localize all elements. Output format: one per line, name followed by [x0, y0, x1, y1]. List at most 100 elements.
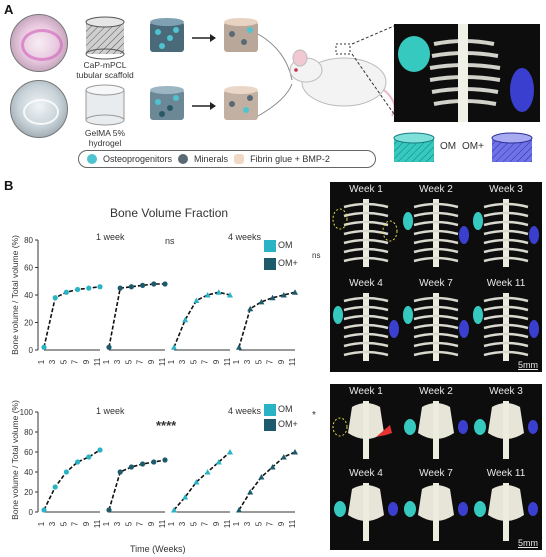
panel-a-letter: A — [4, 2, 14, 17]
x-tick-label: 1 — [37, 521, 46, 526]
data-point — [117, 469, 123, 475]
x-tick-label: 5 — [124, 521, 133, 526]
ylabel-bottom: Bone volume / Total volume (%) — [10, 400, 20, 520]
osteoprogenitor-swatch — [87, 154, 97, 164]
week-label: Week 1 — [349, 386, 383, 397]
data-point — [97, 284, 103, 290]
x-tick-label: 5 — [124, 359, 133, 364]
x-tick-label: 1 — [232, 521, 241, 526]
x-tick-label: 7 — [201, 521, 210, 526]
ct-scan-cell: Week 4 — [332, 278, 400, 368]
trend-line — [43, 449, 101, 511]
y-tick-label: 0 — [29, 508, 34, 517]
process-row-hydrogel — [150, 86, 258, 120]
week-label: Week 7 — [419, 278, 453, 289]
data-point — [151, 281, 157, 287]
ct-scan-cell: Week 4 — [332, 468, 400, 546]
data-point — [140, 282, 146, 288]
x-tick-label: 3 — [178, 359, 187, 364]
x-tick-label: 7 — [136, 521, 145, 526]
data-point — [247, 489, 254, 495]
x-tick-label: 1 — [102, 521, 111, 526]
data-point — [227, 449, 233, 455]
y-tick-label: 40 — [24, 468, 33, 477]
data-point — [204, 469, 211, 475]
ct-scan-cell: Week 1 — [332, 184, 400, 274]
ct-top-scale: 5mm — [518, 360, 538, 370]
x-tick-label: 11 — [158, 519, 167, 528]
data-point — [162, 281, 168, 287]
data-point — [52, 295, 58, 301]
ct-scan-cell: Week 7 — [402, 468, 470, 546]
week-label: Week 2 — [419, 184, 453, 195]
trend-line — [173, 291, 231, 348]
data-point — [247, 305, 254, 312]
data-point — [227, 292, 233, 298]
x-tick-label: 7 — [201, 359, 210, 364]
data-point — [215, 289, 222, 295]
mouse-illustration — [289, 43, 396, 117]
bottom-sig-om: * — [312, 410, 316, 421]
x-tick-label: 11 — [223, 357, 232, 366]
x-tick-label: 11 — [93, 357, 102, 366]
pelvis-scan-image — [404, 483, 468, 541]
trend-line — [108, 283, 165, 348]
data-point — [52, 484, 58, 490]
y-tick-label: 60 — [24, 448, 33, 457]
legend-minerals: Minerals — [194, 154, 229, 164]
pelvis-scan-image — [474, 401, 538, 459]
pelvis-scan-image — [332, 401, 392, 459]
xlabel: Time (Weeks) — [130, 544, 186, 554]
data-point — [128, 464, 134, 470]
x-tick-label: 1 — [102, 359, 111, 364]
week-label: Week 11 — [486, 468, 526, 479]
x-tick-label: 5 — [254, 521, 263, 526]
spine-scan-image — [403, 199, 469, 267]
x-tick-label: 9 — [212, 359, 221, 364]
x-tick-label: 3 — [113, 521, 122, 526]
ct-grid-top: Week 1 Week 2 Week 3 Week 4 Week 7 Week 11 5m… — [330, 182, 542, 372]
y-tick-label: 100 — [20, 408, 34, 417]
y-tick-label: 80 — [24, 236, 33, 245]
x-tick-label: 9 — [147, 521, 156, 526]
top-om-swatch — [264, 240, 276, 252]
x-tick-label: 7 — [71, 521, 80, 526]
bottom-omplus-swatch — [264, 419, 276, 431]
spine-scan-image — [403, 293, 469, 361]
data-point — [63, 469, 69, 475]
data-point — [269, 294, 276, 301]
top-omplus-swatch — [264, 258, 276, 270]
bottom-sig-groups: **** — [156, 418, 177, 433]
y-tick-label: 20 — [24, 488, 33, 497]
week-label: Week 3 — [489, 386, 523, 397]
data-point — [75, 459, 81, 465]
scaffold-photo — [10, 14, 68, 72]
x-tick-label: 11 — [93, 519, 102, 528]
x-tick-label: 1 — [167, 521, 176, 526]
data-point — [140, 461, 146, 467]
fibrin-swatch — [234, 154, 245, 164]
ct-scan-cell: Week 11 — [472, 278, 540, 368]
legend-osteoprogenitors: Osteoprogenitors — [103, 154, 173, 164]
minerals-swatch — [178, 154, 189, 164]
data-point — [75, 286, 81, 293]
x-tick-label: 7 — [71, 359, 80, 364]
top-legend-omplus: OM+ — [278, 258, 298, 268]
x-tick-label: 11 — [288, 357, 297, 366]
ct-scan-cell: Week 3 — [472, 184, 540, 274]
week-label: Week 7 — [419, 468, 453, 479]
data-point — [236, 507, 242, 513]
data-point — [236, 344, 242, 350]
x-tick-label: 9 — [277, 521, 286, 526]
spine-scan-image — [473, 293, 539, 361]
hydrogel-label: GelMA 5% hydrogel — [84, 128, 126, 148]
data-point — [106, 344, 112, 350]
zoom-lines — [351, 25, 395, 115]
data-point — [280, 292, 287, 298]
spine-scan-image — [333, 293, 399, 361]
top-4weeks-label: 4 weeks — [228, 232, 262, 242]
x-tick-label: 9 — [147, 359, 156, 364]
trend-line — [43, 285, 101, 348]
x-tick-label: 7 — [266, 521, 275, 526]
data-point — [258, 298, 265, 305]
